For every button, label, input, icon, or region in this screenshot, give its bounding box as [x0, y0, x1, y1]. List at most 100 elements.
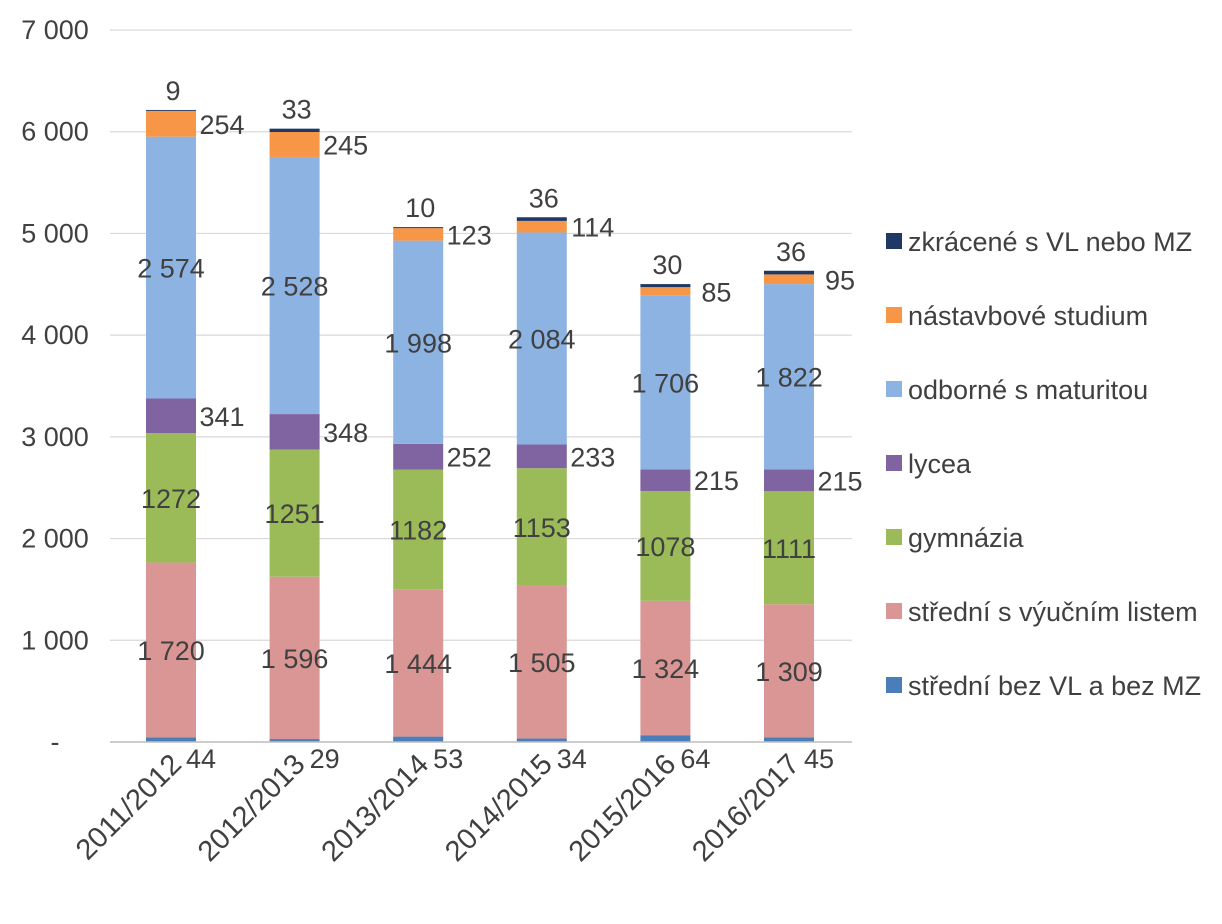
bar-segment — [764, 491, 814, 605]
bar-segment — [640, 287, 691, 296]
data-label: 1272 — [141, 484, 201, 514]
bar-segment — [146, 433, 196, 563]
legend-swatch — [886, 381, 902, 397]
bar-segment — [764, 284, 814, 470]
bar-segment — [640, 295, 691, 470]
legend-swatch — [886, 603, 902, 619]
data-label: 1 309 — [755, 657, 823, 687]
legend-label: lycea — [908, 449, 972, 479]
legend-swatch — [886, 529, 902, 545]
bar-segment — [146, 109, 196, 111]
bar-segment — [516, 738, 567, 742]
bar-segment — [269, 128, 320, 133]
legend-swatch — [886, 455, 902, 471]
bar-segment — [146, 398, 196, 434]
y-tick-label: 3 000 — [21, 422, 89, 452]
data-label: 53 — [433, 744, 463, 774]
data-label: 34 — [557, 744, 587, 774]
legend-swatch — [886, 677, 902, 693]
data-label: 1 324 — [632, 654, 700, 684]
data-label: 85 — [701, 277, 731, 307]
y-tick-label: 5 000 — [21, 218, 89, 248]
bar-segment — [640, 284, 691, 288]
data-label: 252 — [447, 443, 492, 473]
data-label: 1 444 — [384, 649, 452, 679]
data-label: 1 720 — [137, 636, 205, 666]
data-label: 1 998 — [384, 328, 452, 358]
bar-segment — [393, 443, 444, 470]
data-label: 9 — [165, 76, 180, 106]
y-tick-label: 1 000 — [21, 625, 89, 655]
data-label: 45 — [804, 744, 834, 774]
data-label: 1078 — [635, 532, 695, 562]
data-label: 95 — [825, 265, 855, 295]
bar-segment — [393, 227, 444, 229]
legend-label: odborné s maturitou — [908, 375, 1148, 405]
bar-segment — [764, 737, 814, 742]
bar-segment — [393, 736, 444, 742]
bars: 44 1 720 1272 341 2 574 254 9 29 1 596 1251 348 2 5… — [137, 76, 862, 774]
bar-segment — [516, 585, 567, 739]
data-label: 1 822 — [755, 363, 823, 393]
data-label: 245 — [323, 130, 368, 160]
bar-segment — [393, 240, 444, 444]
bar-segment — [269, 739, 320, 742]
bar-segment — [146, 562, 196, 738]
bar-segment — [269, 156, 320, 415]
data-label: 44 — [186, 744, 216, 774]
bar-segment — [516, 220, 567, 233]
data-label: 1 596 — [261, 644, 329, 674]
data-label: 348 — [323, 418, 368, 448]
legend-label: gymnázia — [908, 523, 1025, 553]
bar-segment — [764, 604, 814, 738]
data-label: 10 — [405, 193, 435, 223]
bar-segment — [640, 600, 691, 736]
bar-segment — [393, 589, 444, 737]
bar-segment — [269, 132, 320, 157]
bar-segment — [269, 414, 320, 450]
data-label: 215 — [694, 466, 739, 496]
data-label: 254 — [199, 110, 244, 140]
data-label: 36 — [776, 237, 806, 267]
bar-segment — [640, 491, 691, 601]
bar-segment — [764, 274, 814, 285]
legend-label: střední s výučním listem — [908, 597, 1198, 627]
y-tick-label: 7 000 — [21, 15, 89, 45]
y-tick-label: 6 000 — [21, 117, 89, 147]
data-label: 1 706 — [632, 369, 700, 399]
y-tick-label: 4 000 — [21, 320, 89, 350]
bar-segment — [516, 232, 567, 445]
legend-label: zkrácené s VL nebo MZ — [908, 227, 1192, 257]
data-label: 30 — [652, 250, 682, 280]
data-label: 33 — [282, 95, 312, 125]
bar-segment — [269, 576, 320, 740]
bar-segment — [146, 110, 196, 137]
bar-segment — [640, 735, 691, 742]
bar-segment — [269, 449, 320, 577]
bar-segment — [146, 136, 196, 399]
data-label: 114 — [571, 213, 614, 243]
data-label: 233 — [570, 442, 615, 472]
data-label: 29 — [310, 744, 340, 774]
data-label: 1182 — [389, 516, 447, 546]
bar-segment — [640, 469, 691, 492]
x-tick-label: 2011/2012 — [70, 748, 188, 866]
bar-segment — [516, 217, 567, 221]
data-label: 1 505 — [508, 648, 576, 678]
data-label: 123 — [447, 220, 492, 250]
legend-label: nástavbové studium — [908, 301, 1148, 331]
legend-swatch — [886, 307, 902, 323]
legend-label: střední bez VL a bez MZ — [908, 671, 1201, 701]
y-tick-label: - — [51, 727, 60, 757]
data-label: 2 084 — [508, 324, 576, 354]
data-label: 1251 — [265, 499, 325, 529]
legend-swatch — [886, 233, 902, 249]
legend: zkrácené s VL nebo MZ nástavbové studium o… — [886, 227, 1201, 701]
data-label: 1153 — [513, 513, 571, 543]
data-label: 2 574 — [137, 254, 205, 284]
bar-segment — [146, 737, 196, 742]
bar-segment — [764, 270, 814, 275]
data-label: 64 — [680, 744, 710, 774]
